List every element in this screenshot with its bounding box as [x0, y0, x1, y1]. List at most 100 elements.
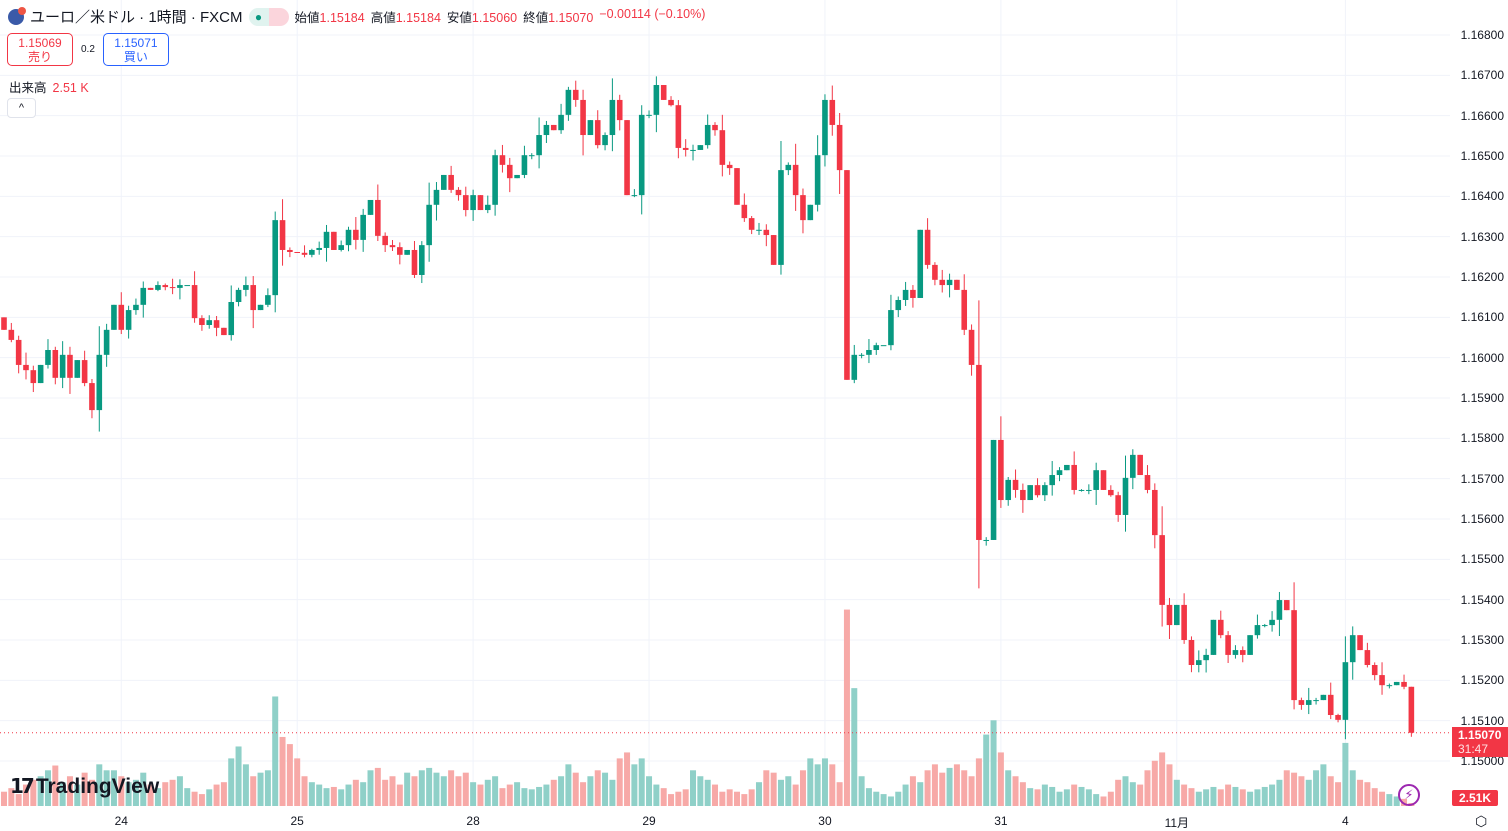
- lightning-icon[interactable]: ⚡: [1398, 784, 1420, 806]
- volume-bar: [286, 744, 293, 806]
- candle-body: [594, 120, 601, 146]
- volume-bar: [1129, 782, 1136, 806]
- volume-bar: [624, 752, 631, 806]
- candle-body: [426, 204, 432, 246]
- candle-body: [976, 364, 982, 540]
- candle-body: [441, 174, 447, 190]
- volume-bar: [1379, 791, 1386, 806]
- volume-bar: [37, 776, 44, 806]
- volume-bar: [1012, 776, 1019, 806]
- y-tick-label: 1.16500: [1460, 148, 1504, 163]
- settings-icon[interactable]: ⬡: [1475, 813, 1488, 829]
- market-status-pill[interactable]: ●: [248, 7, 289, 26]
- candle-body: [770, 235, 777, 265]
- candle-body: [668, 99, 674, 106]
- volume-bar: [132, 779, 139, 806]
- y-tick-label: 1.16000: [1460, 350, 1504, 365]
- candle-body: [836, 124, 843, 171]
- candle-body: [807, 204, 814, 221]
- candle-body: [499, 155, 506, 165]
- volume-bar: [1283, 770, 1290, 806]
- candle-body: [961, 289, 968, 330]
- volume-bar: [426, 767, 433, 806]
- buy-button[interactable]: 1.15071 買い: [102, 33, 169, 66]
- candle-body: [52, 350, 59, 378]
- candle-body: [690, 149, 696, 151]
- volume-bar: [74, 784, 81, 806]
- candle-body: [1364, 650, 1371, 666]
- symbol-title[interactable]: ユーロ／米ドル · 1時間 · FXCM: [30, 9, 243, 26]
- candle-body: [1239, 650, 1246, 655]
- volume-bar: [66, 776, 73, 806]
- candle-body: [778, 170, 784, 265]
- volume-bar: [103, 770, 110, 806]
- candle-body: [1393, 681, 1400, 686]
- volume-bar: [81, 772, 88, 806]
- volume-bar: [1107, 791, 1114, 806]
- candle-body: [998, 439, 1004, 501]
- candle-body: [1188, 639, 1195, 666]
- volume-bar: [1210, 786, 1217, 806]
- volume-bar: [580, 782, 587, 806]
- volume-bar: [660, 788, 667, 806]
- candle-body: [1401, 681, 1407, 687]
- volume-bar: [382, 779, 389, 806]
- candle-body: [470, 195, 476, 211]
- candle-body: [1232, 650, 1239, 655]
- candle-body: [646, 114, 652, 116]
- candle-body: [103, 329, 110, 355]
- volume-bar: [220, 782, 227, 806]
- volume-bar: [1093, 794, 1100, 806]
- candle-body: [712, 124, 718, 131]
- candle-body: [844, 170, 850, 380]
- candle-body: [1386, 685, 1393, 687]
- volume-bar: [323, 788, 330, 806]
- volume-bar: [638, 758, 645, 806]
- tradingview-logo[interactable]: 𝟭𝟳 TradingView: [10, 774, 160, 799]
- volume-bar: [609, 779, 616, 806]
- candle-body: [15, 339, 22, 365]
- candle-body: [602, 135, 608, 146]
- candle-body: [675, 105, 682, 148]
- sell-button[interactable]: 1.15069 売り: [7, 33, 73, 66]
- volume-bar: [396, 784, 403, 806]
- volume-bar: [1217, 789, 1224, 806]
- volume-bar: [1335, 782, 1342, 806]
- volume-bar: [755, 782, 762, 806]
- volume-bar: [1239, 789, 1246, 806]
- volume-bar: [1027, 788, 1034, 806]
- candle-body: [572, 89, 579, 100]
- volume-bar: [338, 789, 345, 806]
- candle-body: [228, 302, 235, 336]
- candle-body: [235, 289, 242, 303]
- collapse-legend-button[interactable]: ^: [7, 98, 36, 118]
- volume-bar: [924, 770, 931, 806]
- candle-body: [375, 199, 381, 236]
- volume-bar: [880, 794, 887, 806]
- y-tick-label: 1.15900: [1460, 390, 1504, 405]
- y-tick-label: 1.15200: [1460, 673, 1504, 688]
- volume-bar: [550, 779, 557, 806]
- y-tick-label: 1.16600: [1460, 108, 1504, 123]
- volume-bar: [514, 782, 521, 806]
- volume-bar: [15, 794, 22, 806]
- volume-bar: [1115, 779, 1122, 806]
- candle-body: [609, 99, 616, 136]
- candle-body: [954, 279, 960, 290]
- candle-body: [682, 147, 689, 150]
- candle-body: [1320, 694, 1327, 701]
- volume-bar: [1181, 784, 1188, 806]
- volume-bar: [704, 779, 711, 806]
- candle-body: [939, 279, 946, 286]
- volume-bar: [250, 776, 257, 806]
- candle-body: [353, 229, 359, 240]
- candle-body: [492, 155, 498, 205]
- candle-body: [1349, 635, 1356, 663]
- candle-body: [221, 327, 227, 336]
- candle-body: [389, 245, 396, 248]
- x-tick-label: 31: [994, 814, 1008, 828]
- volume-bar: [1195, 791, 1202, 806]
- volume-bar: [125, 782, 132, 806]
- volume-bar: [558, 776, 565, 806]
